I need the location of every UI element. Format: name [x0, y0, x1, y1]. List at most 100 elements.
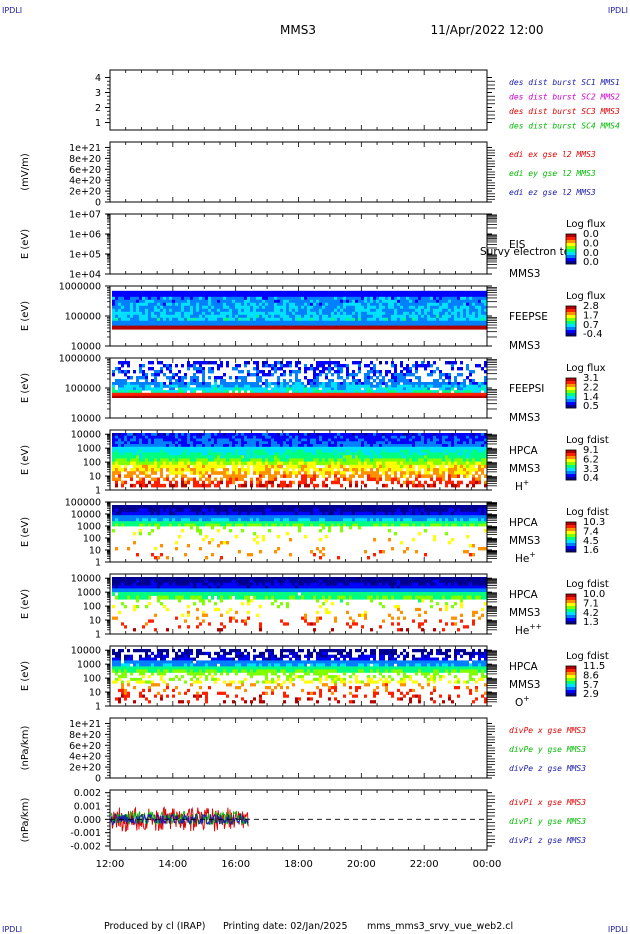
spectrogram-cell — [241, 441, 244, 445]
spectrogram-cell — [349, 433, 352, 437]
spectrogram-cell — [139, 477, 142, 482]
spectrogram-cell — [265, 379, 268, 383]
spectrogram-cell — [169, 302, 172, 307]
spectrogram-cell — [178, 290, 181, 295]
spectrogram-cell — [247, 433, 250, 437]
spectrogram-cell — [382, 314, 385, 319]
spectrogram-cell — [202, 438, 205, 442]
spectrogram-cell — [448, 325, 451, 330]
spectrogram-cell — [421, 392, 424, 397]
spectrogram-cell — [334, 455, 337, 459]
spectrogram-cell — [325, 311, 328, 316]
spectrogram-cell — [208, 302, 211, 307]
spectrogram-cell — [169, 376, 172, 380]
spectrogram-cell — [244, 455, 247, 459]
spectrogram-cell — [358, 370, 361, 374]
spectrogram-cell — [352, 438, 355, 442]
spectrogram-cell — [409, 435, 412, 439]
spectrogram-cell — [367, 382, 370, 386]
spectrogram-cell — [187, 296, 190, 301]
spectrogram-cell — [121, 384, 124, 388]
spectrogram-cell — [436, 311, 439, 316]
spectrogram-cell — [277, 384, 280, 388]
spectrogram-cell — [433, 441, 436, 445]
spectrogram-cell — [145, 290, 148, 295]
spectrogram-cell — [214, 464, 217, 469]
spectrogram-cell — [364, 483, 367, 488]
spectrogram-cell — [412, 455, 415, 459]
spectrogram-cell — [307, 433, 310, 437]
spectrogram-cell — [214, 461, 217, 466]
spectrogram-cell — [433, 452, 436, 456]
spectrogram-cell — [418, 455, 421, 459]
spectrogram-cell — [172, 455, 175, 459]
spectrogram-cell — [409, 379, 412, 383]
spectrogram-cell — [394, 468, 397, 472]
spectrogram-cell — [352, 361, 355, 365]
spectrogram-cell — [247, 299, 250, 304]
spectrogram-cell — [238, 395, 241, 398]
spectrogram-cell — [412, 444, 415, 448]
spectrogram-cell — [199, 461, 202, 466]
spectrogram-cell — [232, 444, 235, 448]
spectrogram-cell — [406, 458, 409, 462]
spectrogram-cell — [340, 471, 343, 475]
spectrogram-cell — [271, 290, 274, 295]
spectrogram-cell — [301, 458, 304, 462]
spectrogram-cell — [184, 444, 187, 448]
spectrogram-cell — [256, 373, 259, 377]
spectrogram-cell — [397, 320, 400, 324]
spectrogram-cell — [259, 471, 262, 475]
spectrogram-cell — [262, 296, 265, 301]
spectrogram-cell — [484, 323, 487, 326]
spectrogram-cell — [157, 444, 160, 448]
spectrogram-cell — [433, 302, 436, 307]
colorbar-cell — [566, 321, 576, 325]
spectrogram-cell — [130, 458, 133, 462]
spectrogram-cell — [241, 320, 244, 324]
spectrogram-cell — [460, 395, 463, 398]
spectrogram-cell — [397, 325, 400, 330]
spectrogram-cell — [259, 438, 262, 442]
spectrogram-cell — [139, 480, 142, 485]
spectrogram-cell — [343, 323, 346, 326]
spectrogram-cell — [472, 392, 475, 397]
spectrogram-cell — [211, 395, 214, 398]
spectrogram-cell — [358, 444, 361, 448]
spectrogram-cell — [349, 373, 352, 377]
spectrogram-cell — [394, 387, 397, 391]
spectrogram-cell — [262, 317, 265, 322]
spectrogram-cell — [181, 395, 184, 398]
spectrogram-cell — [127, 317, 130, 322]
spectrogram-cell — [148, 384, 151, 388]
spectrogram-cell — [247, 435, 250, 439]
spectrogram-cell — [415, 458, 418, 462]
spectrogram-cell — [250, 299, 253, 304]
spectrogram-cell — [391, 392, 394, 397]
spectrogram-cell — [184, 290, 187, 295]
spectrogram-cell — [178, 458, 181, 462]
spectrogram-cell — [403, 446, 406, 450]
spectrogram-cell — [268, 325, 271, 330]
spectrogram-cell — [190, 387, 193, 391]
spectrogram-cell — [322, 449, 325, 453]
spectrogram-cell — [253, 373, 256, 377]
y-tick-label: 6e+20 — [69, 165, 101, 176]
spectrogram-cell — [463, 314, 466, 319]
spectrogram-cell — [325, 361, 328, 365]
spectrogram-cell — [220, 290, 223, 295]
spectrogram-cell — [139, 382, 142, 386]
spectrogram-cell — [304, 305, 307, 310]
spectrogram-cell — [343, 379, 346, 383]
spectrogram-cell — [190, 395, 193, 398]
spectrogram-cell — [274, 305, 277, 310]
spectrogram-cell — [277, 483, 280, 488]
spectrogram-cell — [280, 314, 283, 319]
spectrogram-cell — [304, 323, 307, 326]
spectrogram-cell — [457, 308, 460, 313]
spectrogram-cell — [370, 325, 373, 330]
spectrogram-cell — [343, 474, 346, 478]
spectrogram-cell — [223, 444, 226, 448]
spectrogram-cell — [214, 293, 217, 298]
spectrogram-cell — [484, 325, 487, 330]
